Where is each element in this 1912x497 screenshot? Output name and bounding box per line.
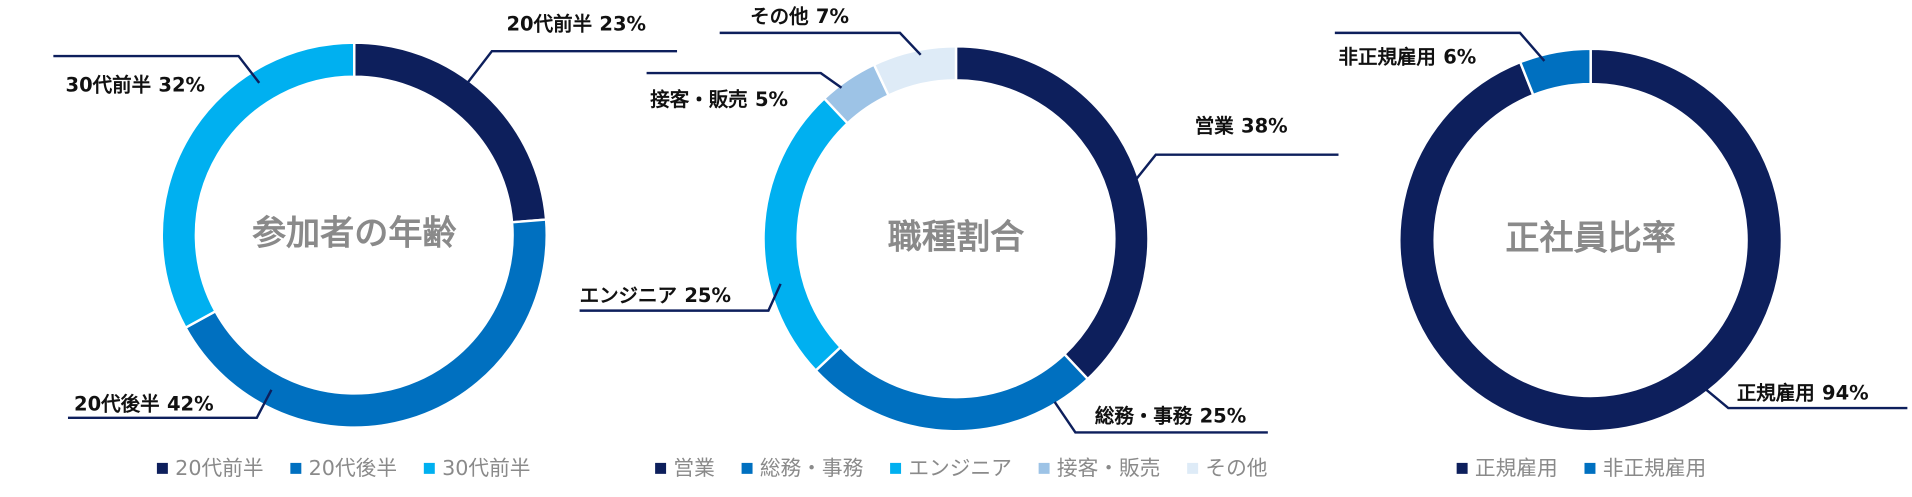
label-value: 7% <box>816 5 849 28</box>
label-category: 接客・販売 <box>650 87 747 110</box>
label-value: 6% <box>1443 45 1476 68</box>
center-title: 正社員比率 <box>1505 218 1675 258</box>
label-category: エンジニア <box>580 284 677 307</box>
label-category: 20代前半 <box>507 12 593 35</box>
legend-swatch <box>1038 462 1050 474</box>
legend-swatch <box>1456 462 1468 474</box>
legend: 20代前半 20代後半 30代前半 <box>156 456 530 480</box>
donut-segment <box>1398 47 1784 433</box>
data-label: 営業 38% <box>1195 114 1288 137</box>
label-value: 38% <box>1241 114 1288 137</box>
center-title: 参加者の年齢 <box>252 214 457 254</box>
legend-swatch <box>1187 462 1199 474</box>
data-label: 総務・事務 25% <box>1095 404 1246 427</box>
donut-segment <box>353 41 548 224</box>
label-category: 総務・事務 <box>1095 404 1193 427</box>
legend-swatch <box>423 462 435 474</box>
label-category: 正規雇用 <box>1737 381 1815 404</box>
label-value: 5% <box>755 87 788 110</box>
data-label: 30代前半 32% <box>66 73 206 96</box>
data-label: 20代前半 23% <box>507 12 647 35</box>
donut-segment <box>1518 47 1592 97</box>
legend: 正規雇用 非正規雇用 <box>1456 456 1706 480</box>
leader-line <box>579 283 782 312</box>
legend-swatch <box>655 462 667 474</box>
label-value: 25% <box>684 284 731 307</box>
label-category: その他 <box>750 5 809 28</box>
label-value: 94% <box>1822 381 1869 404</box>
data-label: 20代後半 42% <box>74 392 214 415</box>
leader-line <box>1053 401 1268 434</box>
legend: 営業 総務・事務 エンジニア 接客・販売 その他 <box>655 456 1268 480</box>
label-value: 25% <box>1200 404 1247 427</box>
donut-segment <box>160 41 356 330</box>
leader-line <box>1135 153 1339 180</box>
label-value: 23% <box>599 12 646 35</box>
legend-label: 30代前半 <box>442 456 530 480</box>
donut-segment <box>954 45 1150 381</box>
donut-segment <box>813 345 1090 433</box>
legend-label: その他 <box>1205 456 1267 480</box>
label-category: 30代前半 <box>66 73 152 96</box>
legend-label: 総務・事務 <box>760 456 864 480</box>
leader-line <box>67 389 273 420</box>
data-label: 接客・販売 5% <box>650 87 788 110</box>
legend-swatch <box>156 462 168 474</box>
legend-label: 20代前半 <box>175 456 263 480</box>
label-category: 非正規雇用 <box>1338 45 1435 68</box>
legend-swatch <box>890 462 902 474</box>
leader-line <box>1705 388 1908 410</box>
label-category: 20代後半 <box>74 392 160 415</box>
data-label: その他 7% <box>750 5 849 28</box>
center-title: 職種割合 <box>888 217 1025 257</box>
donut-segment <box>762 96 850 373</box>
legend-label: 正規雇用 <box>1475 456 1558 480</box>
leader-line <box>466 49 678 84</box>
legend-swatch <box>290 462 302 474</box>
label-category: 営業 <box>1195 114 1234 137</box>
legend-swatch <box>741 462 753 474</box>
legend-swatch <box>1584 462 1596 474</box>
legend-label: 20代後半 <box>309 456 397 480</box>
donut-chart: 20代前半 23% 20代後半 42% 30代前半 32% 参加者の年齢 20代前半 20代後半… <box>53 12 678 480</box>
legend-label: 接客・販売 <box>1057 456 1160 480</box>
donut-chart: 営業 38%総務・事務 25%エンジニア 25%接客・販売 5%その他 7%職種割合営業総… <box>580 5 1339 480</box>
label-value: 32% <box>158 73 205 96</box>
legend-label: エンジニア <box>908 456 1011 480</box>
data-label: 非正規雇用 6% <box>1338 45 1476 68</box>
label-value: 42% <box>167 392 214 415</box>
leader-line <box>53 54 261 84</box>
leader-line <box>1334 31 1546 62</box>
data-label: 正規雇用 94% <box>1737 381 1869 404</box>
legend-label: 営業 <box>673 456 714 480</box>
leader-line <box>646 71 843 89</box>
data-label: エンジニア 25% <box>580 284 731 307</box>
donut-segment <box>872 45 958 98</box>
legend-label: 非正規雇用 <box>1603 456 1706 480</box>
leader-line <box>719 31 922 56</box>
